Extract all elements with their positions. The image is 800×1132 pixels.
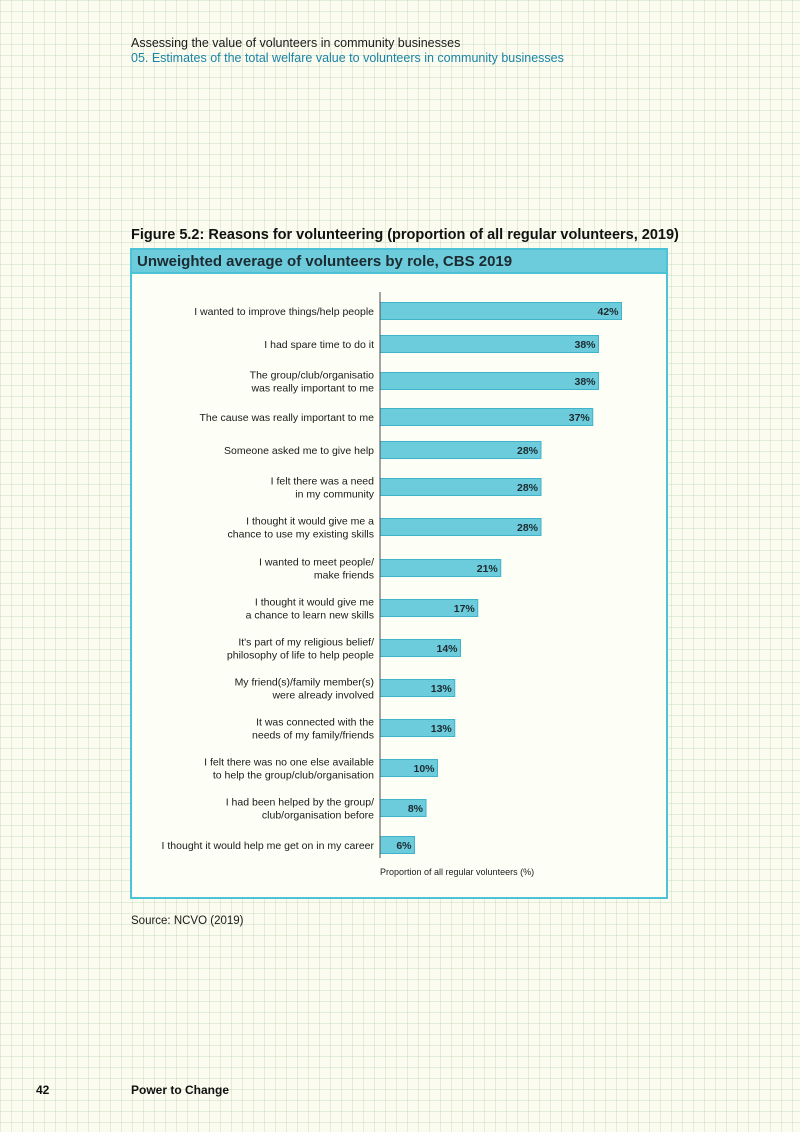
page-number: 42: [36, 1083, 50, 1097]
category-label: I had been helped by the group/club/orga…: [226, 797, 374, 822]
running-header: Assessing the value of volunteers in com…: [131, 36, 564, 66]
bar: [379, 302, 622, 320]
report-title: Assessing the value of volunteers in com…: [131, 36, 461, 50]
category-label: I thought it would help me get on in my …: [162, 840, 375, 852]
bar-value-label: 38%: [574, 339, 596, 351]
category-label: It's part of my religious belief/philoso…: [227, 637, 374, 662]
bar-value-label: 17%: [454, 603, 476, 615]
source-note: Source: NCVO (2019): [131, 915, 244, 927]
category-label: I thought it would give me a chance to le…: [246, 597, 375, 622]
bar-value-label: 28%: [517, 445, 539, 457]
category-label: I thought it would give me a chance to us…: [228, 516, 375, 541]
bar-value-label: 38%: [574, 376, 596, 388]
category-label: The group/club/organisatio was really imp…: [250, 370, 375, 395]
bar-value-label: 14%: [436, 643, 458, 655]
bar: [379, 408, 594, 426]
category-label: My friend(s)/family member(s) were alread…: [235, 677, 375, 702]
category-label: I wanted to meet people/make friends: [259, 557, 374, 582]
footer-organisation: Power to Change: [131, 1083, 230, 1097]
bar-value-label: 42%: [597, 306, 619, 318]
bar-value-label: 13%: [431, 723, 453, 735]
category-label: I had spare time to do it: [264, 339, 374, 351]
bar-value-label: 28%: [517, 482, 539, 494]
category-label: I felt there was no one else available to…: [204, 757, 374, 782]
category-label: The cause was really important to me: [200, 412, 375, 424]
bar-chart: 42% I wanted to improve things/help peopl…: [162, 292, 622, 877]
category-label: It was connected with the needs of my fam…: [252, 717, 374, 742]
bar-value-label: 6%: [396, 840, 412, 852]
bar: [379, 335, 599, 353]
figure-title: Figure 5.2: Reasons for volunteering (pr…: [131, 227, 679, 243]
bar-value-label: 10%: [413, 763, 435, 775]
x-axis-label: Proportion of all regular volunteers (%): [380, 867, 534, 877]
bar-value-label: 21%: [477, 563, 499, 575]
category-label: Someone asked me to give help: [224, 445, 374, 457]
bar-value-label: 13%: [431, 683, 453, 695]
category-label: I felt there was a need in my community: [271, 476, 375, 501]
bar-value-label: 28%: [517, 522, 539, 534]
category-label: I wanted to improve things/help people: [194, 306, 374, 318]
bar-value-label: 37%: [569, 412, 591, 424]
section-title: 05. Estimates of the total welfare value…: [131, 51, 564, 65]
chart-panel: Unweighted average of volunteers by role…: [130, 248, 668, 899]
chart-subtitle: Unweighted average of volunteers by role…: [132, 250, 666, 274]
bar: [379, 372, 599, 390]
bar-value-label: 8%: [408, 803, 424, 815]
